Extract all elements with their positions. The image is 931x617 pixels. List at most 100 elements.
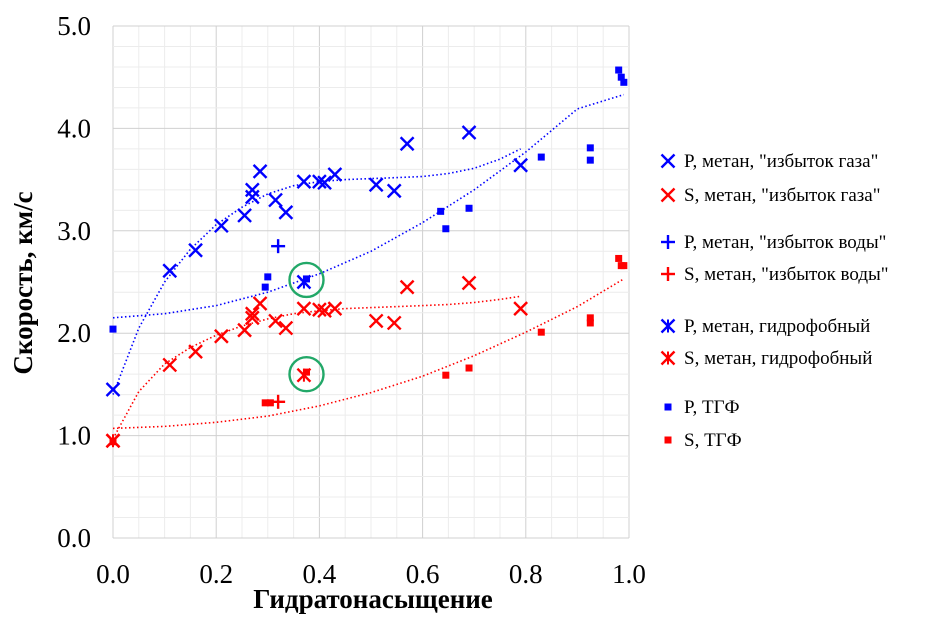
data-point — [244, 310, 260, 326]
trendline — [112, 93, 625, 319]
marker-square — [586, 314, 594, 322]
marker-stroke — [296, 301, 312, 316]
marker-stroke — [368, 177, 384, 193]
marker-stroke — [312, 174, 327, 189]
y-tick-label: 5.0 — [57, 11, 91, 41]
trendline — [112, 295, 521, 440]
marker-square — [615, 66, 623, 74]
legend-item: S, ТГФ — [664, 430, 742, 451]
data-point — [664, 403, 672, 411]
marker-stroke — [268, 192, 283, 208]
marker-stroke — [252, 296, 268, 311]
marker-stroke — [244, 189, 260, 205]
data-point — [660, 350, 676, 366]
data-point — [268, 313, 283, 329]
marker-stroke — [278, 320, 294, 336]
marker-stroke — [252, 164, 268, 179]
data-point — [188, 242, 203, 258]
data-point — [312, 174, 327, 189]
marker-square — [266, 399, 274, 407]
data-point — [442, 371, 450, 379]
x-tick-label: 0.6 — [406, 559, 440, 589]
marker-square — [617, 73, 625, 81]
data-point — [296, 174, 312, 189]
marker-square — [615, 254, 623, 262]
data-point — [252, 296, 268, 311]
marker-stroke — [244, 310, 260, 326]
data-point — [368, 313, 384, 329]
data-point — [244, 306, 260, 322]
y-tick-label: 0.0 — [57, 523, 91, 553]
marker-stroke — [513, 157, 528, 173]
marker-stroke — [327, 167, 343, 182]
marker-stroke — [296, 174, 312, 189]
legend-item: P, метан, "избыток газа" — [660, 151, 878, 172]
marker-square — [586, 319, 594, 327]
data-point — [261, 399, 269, 407]
series — [109, 66, 628, 333]
data-point — [660, 187, 676, 203]
legend-label: S, метан, "избыток газа" — [684, 185, 880, 206]
data-point — [312, 302, 327, 317]
data-point — [615, 254, 623, 262]
data-point — [303, 275, 310, 283]
data-point — [586, 314, 594, 322]
legend-label: S, метан, гидрофобный — [684, 348, 872, 369]
marker-square — [465, 204, 473, 212]
data-point — [266, 399, 274, 407]
marker-stroke — [399, 279, 415, 295]
marker-square — [109, 438, 117, 446]
data-point — [327, 167, 343, 182]
data-point — [465, 204, 473, 212]
data-point — [513, 157, 528, 173]
data-point — [368, 177, 384, 193]
data-point — [399, 279, 415, 295]
marker-stroke — [660, 153, 676, 169]
legend-label: P, ТГФ — [684, 397, 740, 418]
data-point — [586, 156, 594, 164]
marker-stroke — [312, 302, 327, 317]
marker-square — [261, 399, 269, 407]
x-tick-label: 0.4 — [303, 559, 337, 589]
marker-stroke — [399, 136, 415, 152]
legend-item: S, метан, "избыток газа" — [660, 185, 880, 206]
marker-stroke — [386, 183, 402, 199]
data-point — [386, 315, 402, 331]
marker-stroke — [461, 125, 477, 140]
marker-square — [303, 275, 310, 283]
y-tick-label: 3.0 — [57, 216, 91, 246]
data-point — [620, 262, 628, 270]
x-axis-title: Гидратонасыщение — [253, 584, 493, 614]
tick-labels: 0.0 0.2 0.4 0.6 0.8 1.0 0.0 1.0 2.0 3.0 4.0 5.0 — [57, 11, 646, 589]
series — [271, 239, 286, 254]
data-point — [109, 438, 117, 446]
data-point — [437, 207, 445, 215]
data-point — [278, 205, 294, 220]
data-point — [660, 318, 676, 334]
marker-stroke — [317, 303, 332, 319]
x-tick-label: 0.8 — [509, 559, 543, 589]
data-point — [214, 218, 229, 234]
marker-square — [664, 436, 672, 444]
marker-stroke — [105, 382, 121, 397]
y-tick-label: 1.0 — [57, 421, 91, 451]
marker-stroke — [268, 313, 283, 329]
data-point — [615, 66, 623, 74]
marker-square — [537, 153, 545, 161]
data-point — [461, 275, 477, 291]
marker-square — [437, 207, 445, 215]
data-point — [252, 164, 268, 179]
data-point — [244, 189, 260, 205]
data-point — [664, 436, 672, 444]
series — [105, 125, 528, 397]
marker-stroke — [317, 175, 332, 191]
data-markers — [105, 66, 628, 449]
data-point — [162, 263, 178, 279]
data-point — [617, 73, 625, 81]
highlight-circle — [288, 355, 325, 393]
data-point — [465, 364, 473, 372]
data-point — [214, 328, 229, 344]
marker-stroke — [162, 357, 178, 373]
data-point — [537, 328, 545, 336]
data-point — [296, 301, 312, 316]
